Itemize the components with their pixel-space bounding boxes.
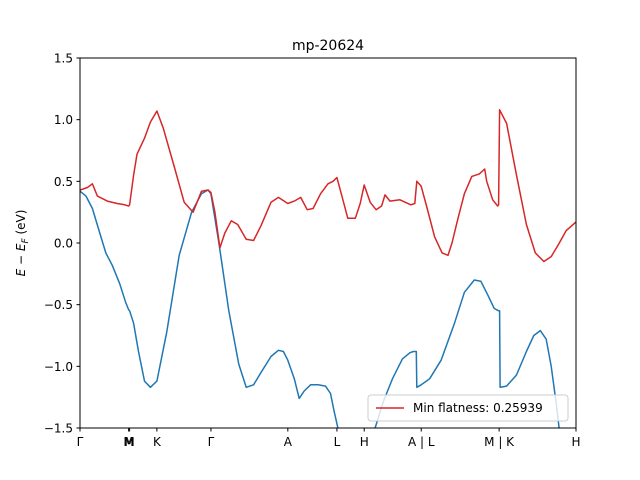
x-tick-label: M | K: [484, 435, 515, 449]
x-tick-label: K: [153, 435, 162, 449]
y-tick-label: 1.5: [54, 52, 73, 66]
band-line-2: [374, 279, 560, 428]
x-tick-label: Γ: [208, 435, 215, 449]
x-tick-label: A | L: [408, 435, 435, 449]
band-line-3: [80, 109, 576, 263]
y-tick-label: −1.0: [44, 360, 73, 374]
series-layer: [80, 109, 576, 428]
x-tick-label: Γ: [77, 435, 84, 449]
y-tick-label: 1.0: [54, 113, 73, 127]
x-tick-label: H: [571, 435, 580, 449]
y-tick-label: 0.0: [54, 237, 73, 251]
y-tick-label: −0.5: [44, 298, 73, 312]
x-tick-label: H: [360, 435, 369, 449]
x-tick-label: M: [124, 435, 134, 449]
legend-box: [367, 394, 569, 422]
legend: Min flatness: 0.25939: [367, 394, 569, 422]
x-tick-label: A: [284, 435, 293, 449]
x-tick-label: M: [123, 435, 133, 449]
x-tick-label: L: [334, 435, 341, 449]
legend-label: Min flatness: 0.25939: [413, 401, 543, 415]
y-tick-label: 0.5: [54, 175, 73, 189]
chart-title: mp-20624: [292, 38, 364, 54]
y-tick-label: −1.5: [44, 422, 73, 436]
y-axis-label: E − EF (eV): [14, 210, 31, 277]
